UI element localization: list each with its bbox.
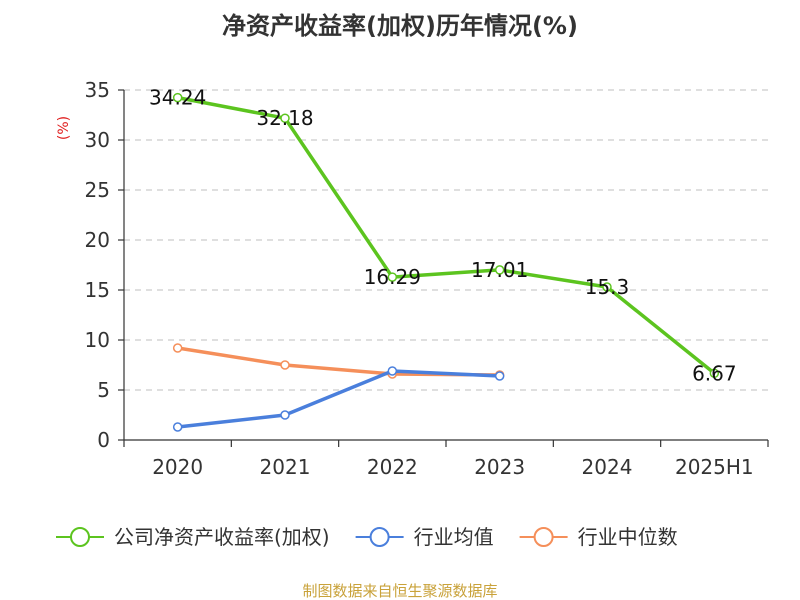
source-note: 制图数据来自恒生聚源数据库 <box>302 582 497 600</box>
legend-label: 行业均值 <box>414 525 494 549</box>
data-point <box>494 371 505 381</box>
x-tick-label: 2022 <box>367 455 418 479</box>
legend-marker <box>70 527 90 547</box>
legend-marker <box>533 527 554 547</box>
chart-title: 净资产收益率(加权)历年情况(%) <box>222 12 578 40</box>
series-line <box>177 95 716 375</box>
data-point <box>387 272 398 282</box>
series-line <box>177 369 500 429</box>
data-point <box>602 282 612 292</box>
x-tick-label: 2020 <box>152 455 203 479</box>
y-tick-label: 5 <box>97 378 110 402</box>
data-point <box>280 360 290 370</box>
series-line <box>177 346 500 377</box>
series-lines <box>172 92 720 432</box>
legend-item-2: 行业均值 <box>355 525 494 549</box>
data-point <box>280 113 290 123</box>
data-point <box>172 92 183 103</box>
legend: 公司净资产收益率(加权) 行业均值 行业中位数 <box>56 525 678 549</box>
data-point <box>172 343 183 353</box>
legend-marker <box>369 527 390 547</box>
data-point <box>709 368 720 379</box>
data-label: 15.3 <box>585 275 630 299</box>
data-label: 17.01 <box>471 258 528 282</box>
x-tick-label: 2024 <box>582 455 633 479</box>
series-1 <box>172 92 720 379</box>
data-label: 32.18 <box>256 106 313 130</box>
legend-label: 公司净资产收益率(加权) <box>114 525 330 549</box>
data-label: 16.29 <box>364 265 421 289</box>
x-tick-label: 2021 <box>260 455 311 479</box>
y-tick-label: 15 <box>85 278 110 302</box>
data-label: 6.67 <box>692 361 737 385</box>
data-labels: 34.24 32.18 16.29 17.01 15.3 6.67 <box>149 86 737 386</box>
y-axis-unit-label: (%) <box>56 116 72 140</box>
y-tick-label: 30 <box>85 128 110 152</box>
series-2 <box>172 366 505 432</box>
data-point <box>172 422 183 432</box>
data-point <box>387 366 398 376</box>
x-tick-label: 2023 <box>474 455 525 479</box>
axes: 0 5 10 15 20 25 30 35 2020 2021 2022 2023 2024 2025H1 <box>85 78 769 479</box>
data-point <box>494 265 505 275</box>
legend-item-1: 公司净资产收益率(加权) <box>56 525 330 549</box>
y-tick-label: 0 <box>97 428 110 452</box>
x-tick-label: 2025H1 <box>675 455 754 479</box>
data-label: 34.24 <box>149 86 206 110</box>
data-point <box>280 410 290 420</box>
legend-label: 行业中位数 <box>578 525 678 549</box>
y-tick-label: 25 <box>85 178 110 202</box>
y-tick-label: 10 <box>85 328 110 352</box>
y-tick-label: 35 <box>85 78 110 102</box>
legend-item-3: 行业中位数 <box>519 525 678 549</box>
grid-lines <box>124 89 768 391</box>
y-tick-label: 20 <box>85 228 110 252</box>
